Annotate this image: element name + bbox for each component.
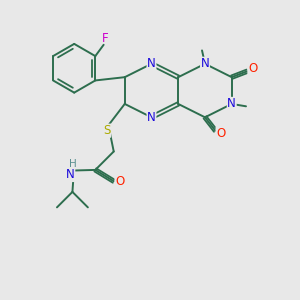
Text: S: S [103, 124, 111, 137]
Text: N: N [227, 98, 236, 110]
Text: O: O [115, 175, 124, 188]
Text: F: F [102, 32, 108, 45]
Text: N: N [66, 169, 75, 182]
Text: N: N [147, 57, 156, 70]
Text: N: N [201, 57, 209, 70]
Text: N: N [147, 111, 156, 124]
Text: H: H [68, 159, 76, 169]
Text: O: O [216, 127, 225, 140]
Text: O: O [248, 62, 257, 75]
